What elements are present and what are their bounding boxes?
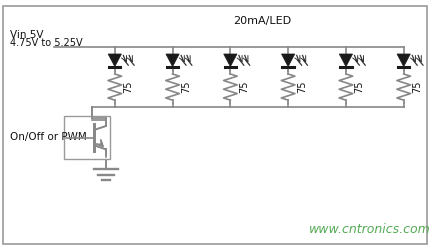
Text: 75: 75 xyxy=(412,81,423,93)
Text: www.cntronics.com: www.cntronics.com xyxy=(309,222,431,235)
Text: 4.75V to 5.25V: 4.75V to 5.25V xyxy=(10,38,82,48)
Text: 75: 75 xyxy=(354,81,365,93)
Text: 20mA/LED: 20mA/LED xyxy=(233,16,292,26)
Text: Vin 5V: Vin 5V xyxy=(10,30,43,40)
Polygon shape xyxy=(339,54,353,67)
Polygon shape xyxy=(166,54,179,67)
Text: 75: 75 xyxy=(181,81,191,93)
Text: On/Off or PWM: On/Off or PWM xyxy=(10,132,87,142)
Text: 75: 75 xyxy=(239,81,249,93)
Bar xyxy=(64,116,110,159)
Polygon shape xyxy=(282,54,295,67)
Polygon shape xyxy=(224,54,237,67)
Text: 75: 75 xyxy=(297,81,307,93)
Polygon shape xyxy=(108,54,122,67)
Polygon shape xyxy=(397,54,410,67)
Text: 75: 75 xyxy=(124,81,133,93)
